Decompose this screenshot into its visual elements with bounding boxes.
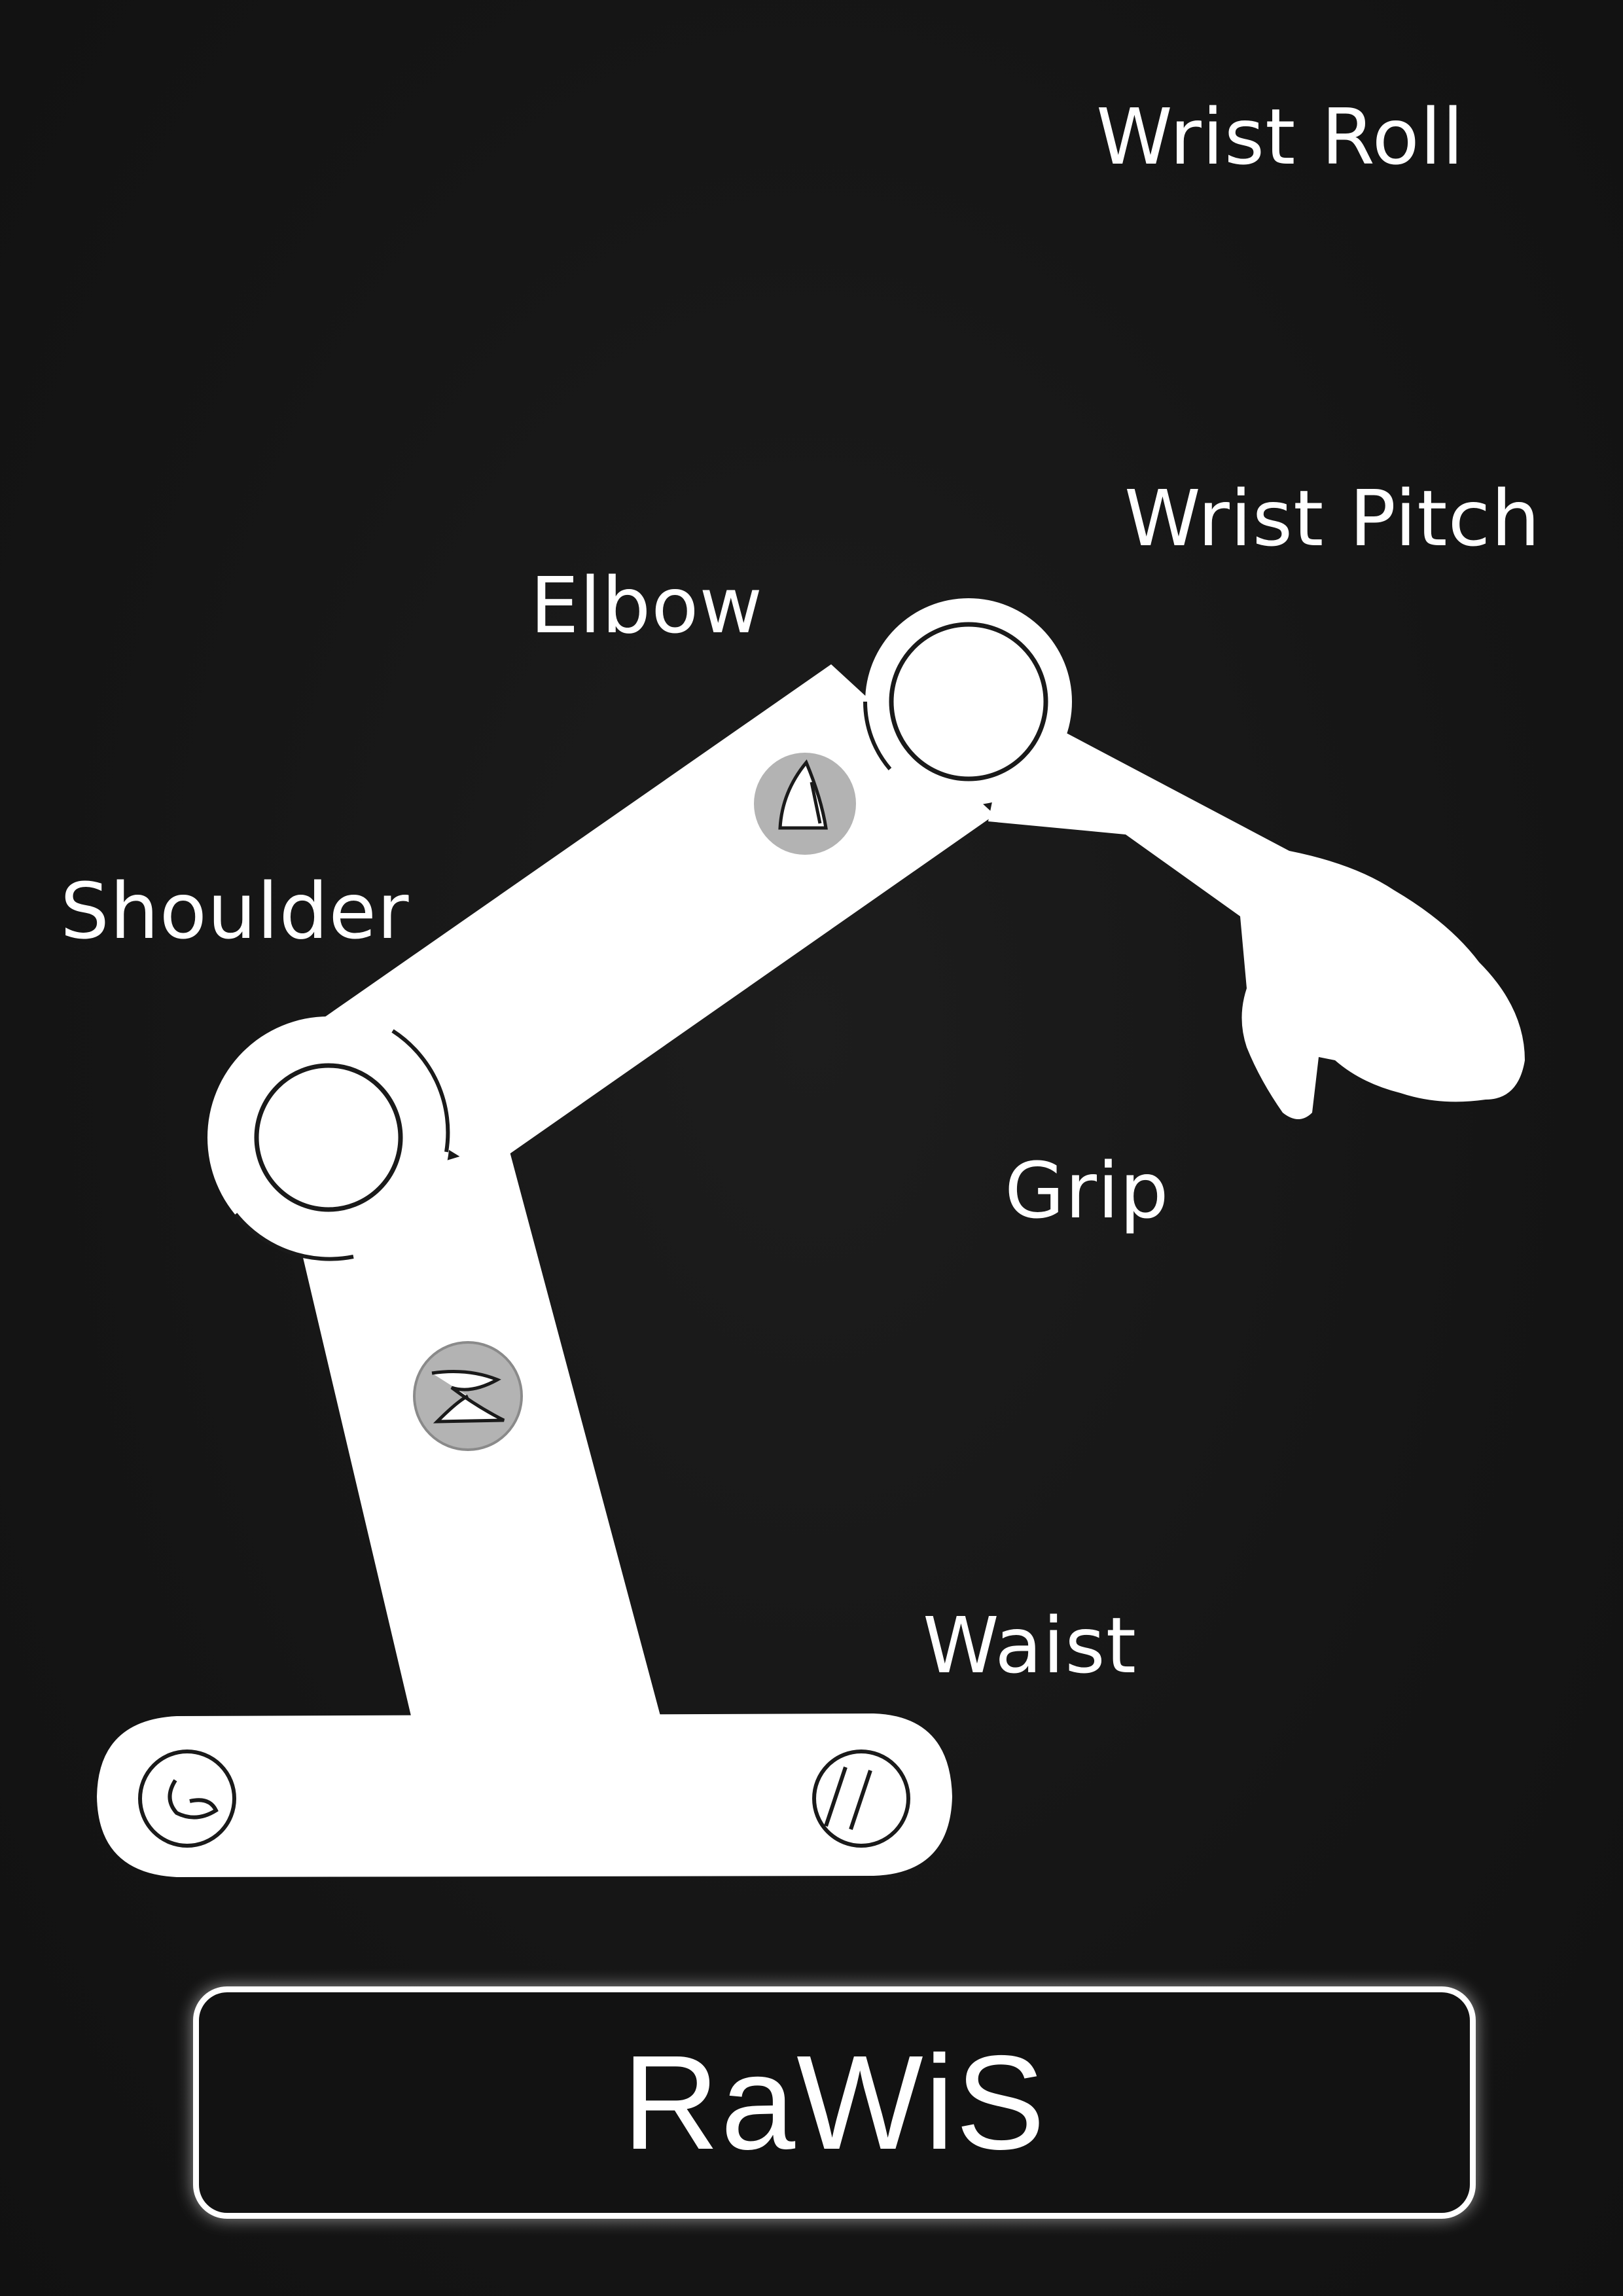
- grip-label: Grip: [1005, 1145, 1169, 1236]
- elbow-joint-icon: [863, 598, 1072, 805]
- shoulder-joint-icon: [207, 1016, 450, 1261]
- base-left-screw-icon: [138, 1749, 236, 1848]
- shoulder-label: Shoulder: [60, 866, 410, 956]
- upper-arm-screw-icon: [754, 753, 856, 855]
- base-link: [97, 1713, 952, 1877]
- wrist-roll-label: Wrist Roll: [1096, 92, 1465, 182]
- waist-label: Waist: [923, 1600, 1137, 1691]
- lower-arm-screw-icon: [413, 1341, 523, 1451]
- title-text: RaWiS: [622, 2028, 1046, 2178]
- elbow-label: Elbow: [530, 560, 763, 651]
- title-box: RaWiS: [193, 1986, 1476, 2219]
- forearm-link: [988, 723, 1525, 1119]
- wrist-pitch-label: Wrist Pitch: [1124, 473, 1541, 564]
- base-right-screw-icon: [812, 1749, 910, 1848]
